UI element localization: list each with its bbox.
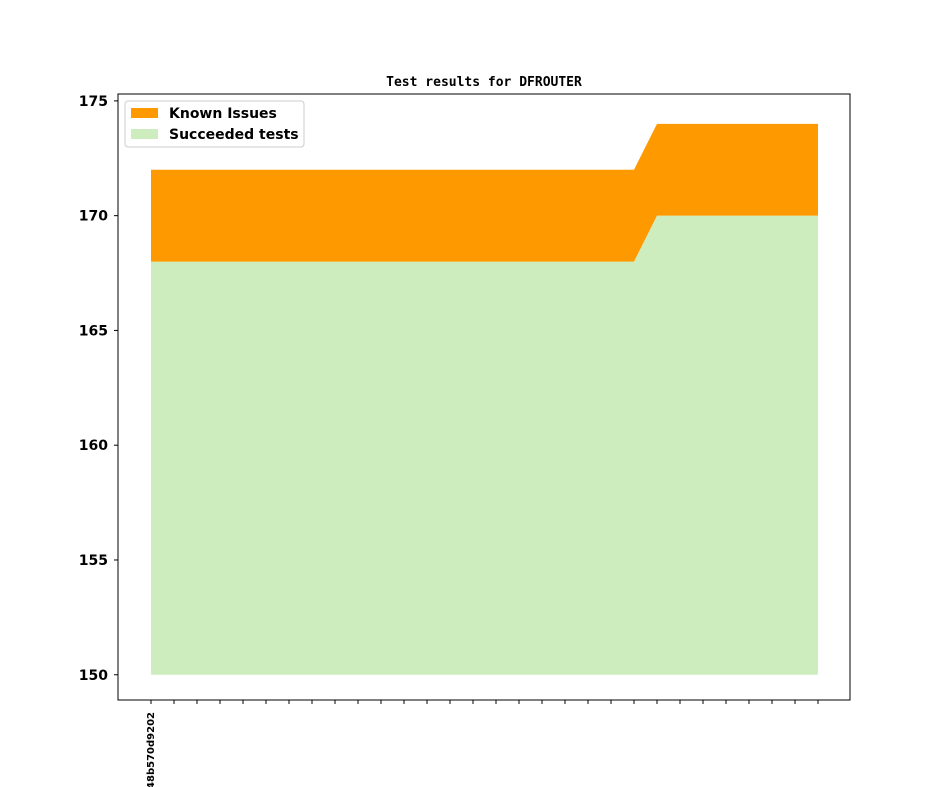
x-axis: 48b570d9202 — [146, 700, 819, 787]
legend: Known Issues Succeeded tests — [124, 100, 305, 148]
y-tick-label: 150 — [79, 668, 108, 684]
area-succeeded-tests — [151, 215, 818, 675]
area-known-issues — [151, 123, 818, 262]
y-tick-label: 160 — [79, 438, 108, 454]
y-tick-label: 170 — [79, 209, 108, 225]
plot-areas — [151, 123, 818, 675]
x-tick-label: 48b570d9202 — [146, 712, 157, 787]
y-tick-label: 165 — [79, 323, 108, 339]
legend-swatch-known-issues — [131, 108, 158, 118]
y-tick-label: 155 — [79, 553, 108, 569]
legend-swatch-succeeded-tests — [131, 129, 158, 139]
legend-label-known-issues: Known Issues — [169, 106, 277, 122]
legend-box — [124, 100, 305, 148]
chart-title: Test results for DFROUTER — [386, 75, 582, 90]
plot-frame — [117, 93, 851, 701]
y-tick-label: 175 — [79, 94, 108, 110]
legend-label-succeeded-tests: Succeeded tests — [169, 127, 299, 143]
y-axis: 150 155 160 165 170 175 — [79, 94, 118, 684]
